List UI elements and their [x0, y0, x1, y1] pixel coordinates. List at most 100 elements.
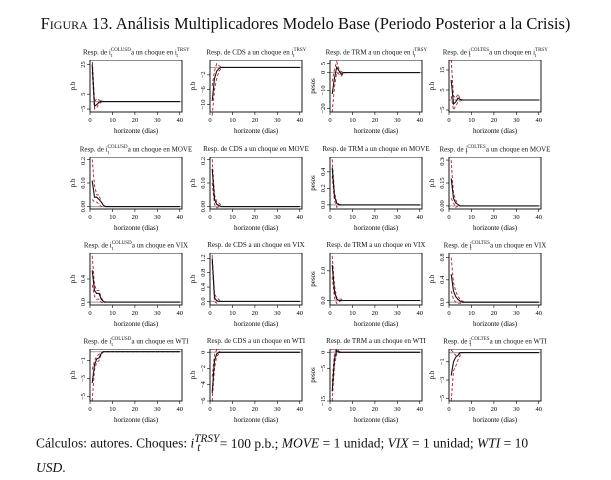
figure-title-text: Análisis Multiplicadores Modelo Base (Pe… — [115, 14, 571, 33]
y-tick-label: −2 — [200, 71, 207, 78]
y-tick-label: −3 — [80, 375, 87, 382]
panel-title-mid: a un choque en — [125, 145, 172, 154]
panel-title-pre: Resp. de — [325, 48, 352, 57]
x-axis-label: horizonte (días) — [473, 224, 518, 232]
x-tick-label: 10 — [468, 406, 475, 413]
upper-band-line — [450, 160, 539, 207]
caption-var: MOVE — [281, 435, 320, 451]
x-tick-label: 40 — [536, 117, 543, 124]
x-tick-label: 20 — [132, 406, 139, 413]
panel-title-pre: Resp. de — [442, 48, 469, 57]
lower-band-line — [211, 261, 300, 304]
upper-band-line — [450, 60, 539, 101]
panel-title-var: TRM — [351, 337, 368, 345]
panel-title-pre: Resp. de — [326, 241, 353, 249]
caption-sub: t — [197, 442, 201, 455]
irf-chart: 0 10 20 30 40 horizonte (días) 0.0 0.4p.b — [69, 253, 183, 328]
y-axis-label: p.b — [189, 370, 197, 379]
y-axis-label: p.b — [189, 178, 197, 187]
panel-title-sub: t — [107, 150, 110, 156]
caption-var: i — [190, 435, 195, 451]
x-tick-label: 30 — [274, 406, 281, 413]
x-tick-label: 0 — [88, 117, 91, 124]
x-tick-label: 10 — [229, 406, 236, 413]
x-tick-label: 10 — [109, 214, 116, 221]
x-tick-label: 10 — [349, 117, 356, 124]
y-tick-label: 0.4 — [80, 274, 87, 283]
panel-title: Resp. de TRM a un choque en iTRSYt — [300, 48, 452, 59]
panel-title-sup: COLUSD — [111, 241, 132, 246]
y-tick-label: 0.00 — [200, 201, 207, 212]
panel-title-mid: a un choque en — [363, 145, 409, 153]
irf-chart: 0 10 20 30 40 horizonte (días) 0.00 0.10 0.20 p.b — [189, 157, 303, 232]
y-tick-label: −4 — [200, 381, 207, 389]
x-tick-label: 20 — [252, 117, 259, 124]
figure-caption: Cálculos: autores. Choques: iTRSYt = 100… — [36, 430, 596, 477]
x-tick-label: 20 — [132, 117, 139, 124]
y-tick-label: −15 — [320, 396, 327, 406]
panel-title-var: TRM — [352, 241, 368, 249]
panel-title-mid: a un choque en — [130, 241, 176, 250]
x-axis-label: horizonte (días) — [114, 320, 159, 328]
x-tick-label: 30 — [274, 310, 281, 317]
y-tick-label: 0.15 — [439, 177, 446, 188]
irf-line — [91, 351, 180, 384]
x-tick-label: 10 — [109, 406, 116, 413]
panel-title-mid: a un choque en — [242, 145, 289, 153]
y-axis-label: p.b — [428, 178, 436, 187]
x-tick-label: 30 — [513, 214, 520, 221]
panel-title-pre: Resp. de — [206, 337, 233, 345]
x-tick-label: 30 — [394, 406, 401, 413]
panel-title-pre: Resp. de — [443, 241, 470, 250]
y-tick-label: 15 — [439, 67, 446, 74]
x-tick-label: 40 — [417, 406, 424, 413]
panel-title-var: TRM — [348, 145, 364, 153]
plot-frame — [89, 157, 183, 210]
panel-title-var: CDS — [233, 241, 247, 249]
x-tick-label: 30 — [394, 117, 401, 124]
x-tick-label: 10 — [349, 214, 356, 221]
x-tick-label: 10 — [109, 310, 116, 317]
panel-title-mid: a un choque en — [367, 241, 413, 249]
x-tick-label: 10 — [229, 310, 236, 317]
x-tick-label: 40 — [297, 406, 304, 413]
x-tick-label: 40 — [417, 117, 424, 124]
x-tick-label: 30 — [394, 214, 401, 221]
x-tick-label: 40 — [297, 117, 304, 124]
panel-title-shock-sup: TRSY — [293, 48, 307, 53]
x-tick-label: 10 — [229, 214, 236, 221]
panel-title-shock-sup: TRSY — [414, 48, 427, 53]
plot-frame — [209, 157, 303, 210]
y-tick-label: −10 — [200, 99, 207, 109]
panel-title: Resp. de CDS a un choque en MOVE — [180, 145, 332, 153]
panel-title-shock: WTI — [533, 337, 547, 346]
panel-title: Resp. de TRM a un choque en WTI — [300, 337, 452, 345]
x-tick-label: 20 — [132, 310, 139, 317]
caption-var: VIX — [387, 435, 409, 451]
lower-band-line — [91, 71, 180, 110]
lower-band-line — [91, 284, 180, 304]
panel-title-mid: a un choque en — [245, 48, 292, 57]
panel-title-sup: COLUSD — [110, 48, 131, 53]
panel-title-sub: t — [111, 53, 113, 59]
caption-sup: TRSY — [194, 433, 220, 445]
panel-title-shock: WTI — [175, 337, 189, 346]
y-tick-label: −2 — [200, 365, 207, 372]
panel-title-shock: WTI — [291, 337, 306, 345]
x-axis-label: horizonte (días) — [354, 320, 399, 328]
y-tick-label: −6 — [200, 86, 207, 94]
upper-band-line — [91, 255, 180, 303]
y-tick-label: 0.20 — [200, 157, 207, 165]
panel-title-sup: COLTES — [471, 337, 490, 342]
x-axis-label: horizonte (días) — [234, 224, 279, 232]
irf-line — [450, 178, 539, 207]
lower-band-line — [450, 95, 539, 112]
panel-title-shock: WTI — [412, 337, 426, 345]
panel-title-pre: Resp. de — [203, 145, 229, 153]
y-tick-label: 1.2 — [200, 254, 207, 262]
y-tick-label: 0.8 — [200, 269, 207, 277]
y-tick-label: −1 — [80, 357, 87, 364]
lower-band-line — [91, 199, 180, 208]
y-tick-label: −5 — [80, 393, 87, 400]
